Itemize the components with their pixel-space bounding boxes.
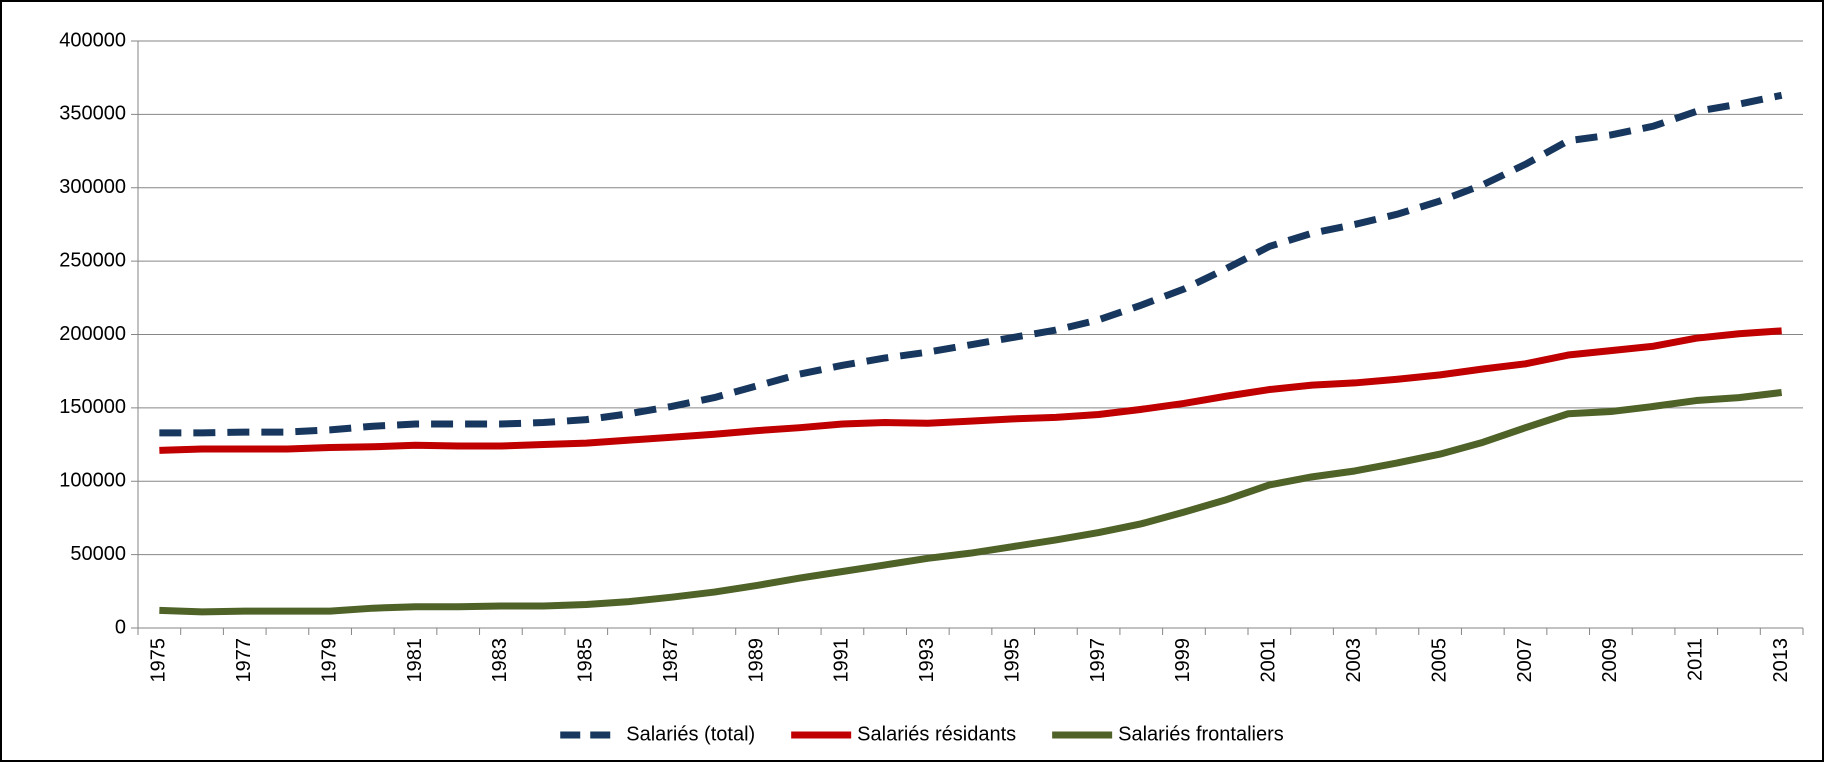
legend-label: Salariés (total)	[626, 723, 755, 745]
x-tick-label: 1993	[916, 638, 938, 683]
x-tick-label: 2005	[1428, 638, 1450, 683]
y-tick-label: 250000	[59, 249, 126, 271]
y-tick-label: 400000	[59, 29, 126, 51]
y-tick-label: 0	[115, 616, 126, 638]
x-tick-label: 1991	[831, 638, 853, 683]
x-tick-label: 2011	[1685, 638, 1707, 681]
x-tick-label: 2007	[1514, 638, 1536, 683]
x-tick-label: 1979	[318, 638, 340, 683]
x-tick-label: 1989	[745, 638, 767, 683]
x-tick-label: 1985	[575, 638, 597, 683]
x-tick-label: 1999	[1172, 638, 1194, 683]
y-tick-label: 350000	[59, 103, 126, 125]
x-tick-label: 1977	[233, 638, 255, 683]
x-tick-label: 2009	[1599, 638, 1621, 683]
legend-label: Salariés résidants	[857, 723, 1016, 745]
x-tick-label: 1995	[1001, 638, 1023, 683]
legend: Salariés (total) Salariés résidants Salari…	[560, 723, 1284, 745]
y-tick-label: 150000	[59, 396, 126, 418]
series-line	[159, 91, 1783, 437]
y-tick-label: 100000	[59, 470, 126, 492]
y-tick-label: 50000	[70, 543, 126, 565]
series-line	[159, 388, 1783, 616]
x-tick-label: 1997	[1087, 638, 1109, 683]
x-tick-label: 1983	[489, 638, 511, 683]
x-tick-label: 1987	[660, 638, 682, 683]
legend-label: Salariés frontaliers	[1118, 723, 1284, 745]
x-tick-label: 2001	[1258, 638, 1280, 683]
x-tick-label: 2003	[1343, 638, 1365, 683]
x-tick-label: 2013	[1770, 638, 1792, 683]
series-line	[159, 327, 1782, 454]
y-tick-label: 200000	[59, 323, 126, 345]
y-tick-label: 300000	[59, 176, 126, 198]
x-tick-label: 1975	[148, 638, 170, 683]
x-tick-label: 1981	[404, 638, 426, 683]
